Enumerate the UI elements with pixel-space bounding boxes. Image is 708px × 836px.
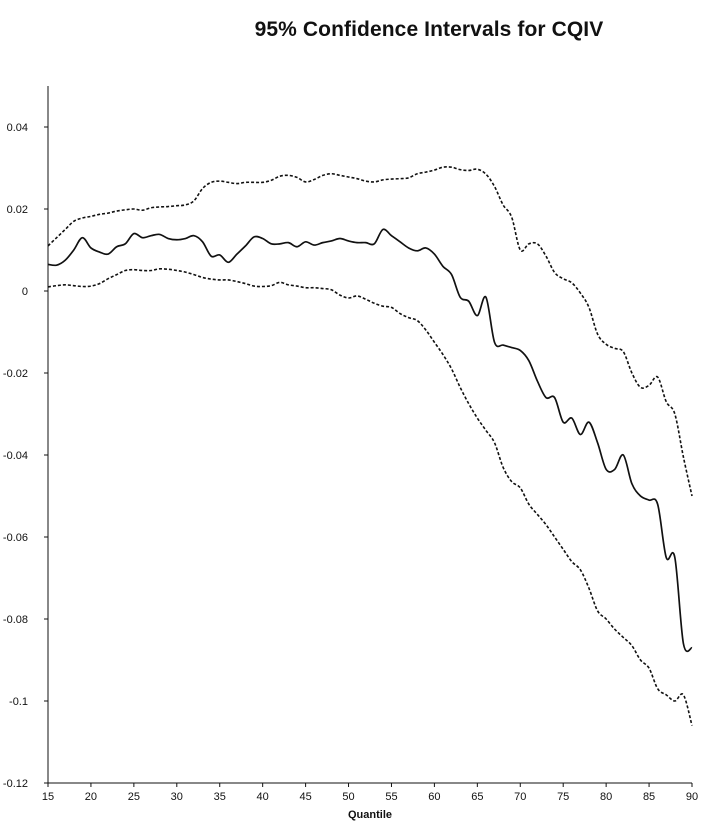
y-tick-label: -0.08 xyxy=(3,614,28,626)
x-axis-title: Quantile xyxy=(348,809,392,821)
x-tick-label: 80 xyxy=(600,791,612,803)
x-tick-label: 20 xyxy=(85,791,97,803)
x-tick-label: 25 xyxy=(128,791,140,803)
y-tick-label: 0.04 xyxy=(7,122,28,134)
x-tick-label: 30 xyxy=(171,791,183,803)
x-tick-label: 35 xyxy=(214,791,226,803)
lower-bound-line xyxy=(47,268,693,726)
x-tick-label: 90 xyxy=(686,791,698,803)
upper-bound-line xyxy=(47,166,693,497)
x-tick-label: 45 xyxy=(299,791,311,803)
chart-title: 95% Confidence Intervals for CQIV xyxy=(254,18,604,41)
series-lines xyxy=(47,166,693,726)
y-tick-label: 0.02 xyxy=(7,204,28,216)
axes: 0.04 0.02 0 -0.02 -0.04 -0.06 -0.08 -0.1 -0.12 15… xyxy=(3,86,698,803)
x-tick-label: 55 xyxy=(385,791,397,803)
y-tick-label: -0.06 xyxy=(3,532,28,544)
x-tick-label: 60 xyxy=(428,791,440,803)
x-tick-label: 70 xyxy=(514,791,526,803)
x-tick-label: 15 xyxy=(42,791,54,803)
x-tick-label: 65 xyxy=(471,791,483,803)
y-tick-label: -0.12 xyxy=(3,778,28,790)
y-tick-label: -0.1 xyxy=(9,696,28,708)
y-tick-label: -0.04 xyxy=(3,450,28,462)
x-tick-label: 50 xyxy=(342,791,354,803)
estimate-line xyxy=(47,228,693,653)
y-tick-label: 0 xyxy=(22,286,28,298)
x-tick-label: 85 xyxy=(643,791,655,803)
y-tick-label: -0.02 xyxy=(3,368,28,380)
x-tick-label: 40 xyxy=(257,791,269,803)
x-tick-label: 75 xyxy=(557,791,569,803)
